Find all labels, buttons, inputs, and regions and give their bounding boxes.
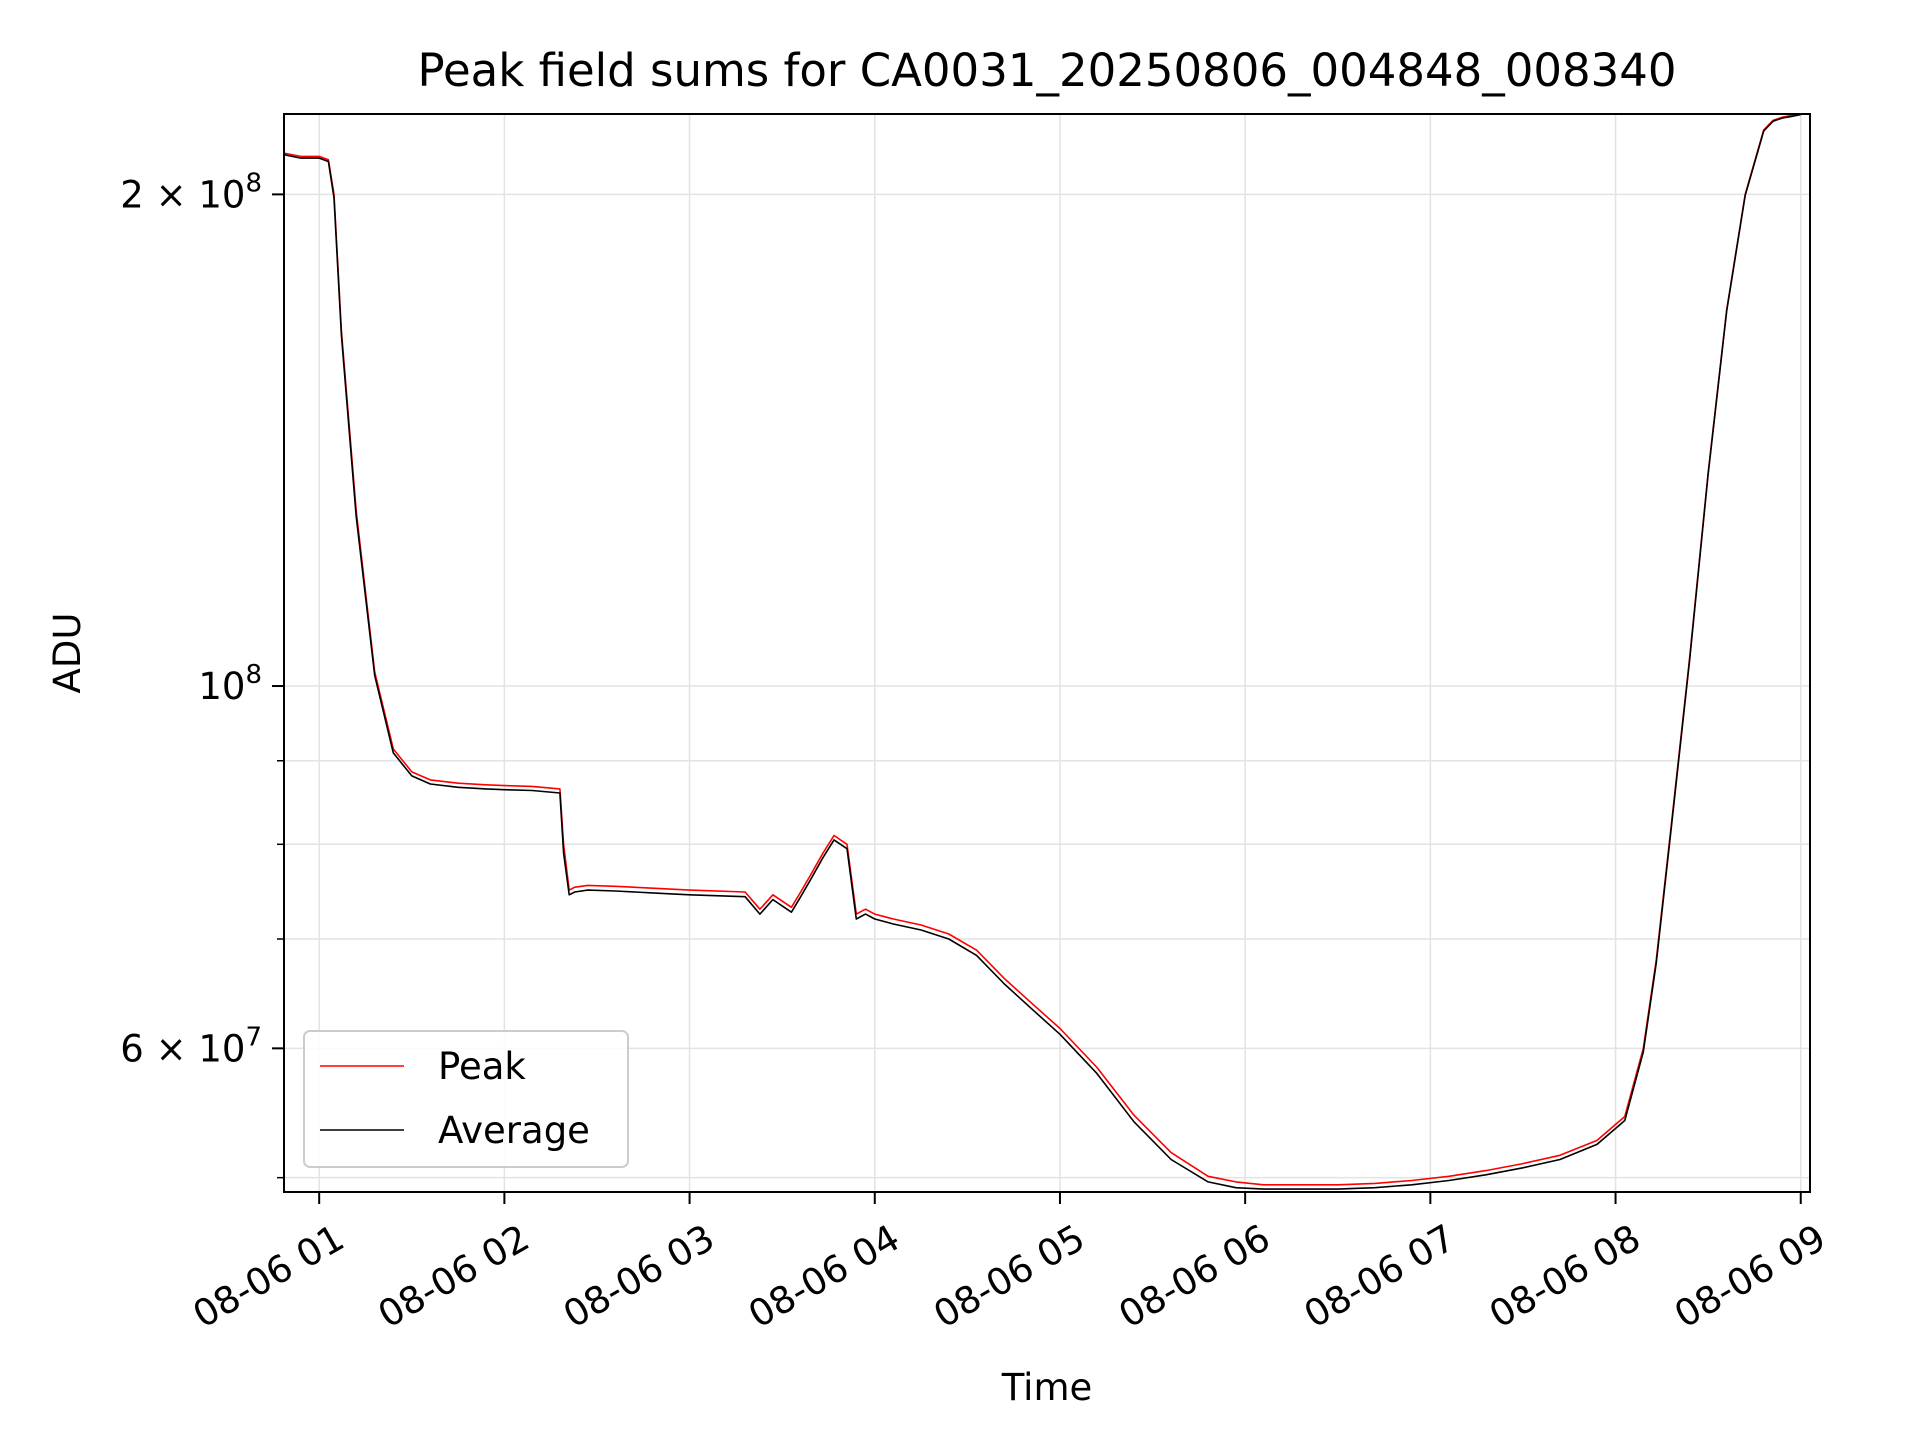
legend-box <box>303 1030 629 1168</box>
y-tick-label: 6 × 107 <box>120 1022 262 1070</box>
grid <box>284 114 1810 1192</box>
y-tick-label: 2 × 108 <box>120 168 262 216</box>
series-line-peak <box>284 114 1801 1186</box>
y-axis: 6 × 107 108 2 × 108 <box>120 168 284 1179</box>
chart-title: Peak field sums for CA0031_20250806_0048… <box>417 44 1676 97</box>
y-tick-label: 108 <box>198 660 262 708</box>
plot-frame <box>283 113 1811 1193</box>
legend-average-label: Average <box>438 1109 590 1152</box>
legend-peak-label: Peak <box>438 1045 526 1088</box>
y-axis-label: ADU <box>46 613 89 694</box>
series-lines <box>284 114 1801 1190</box>
x-axis-label: Time <box>1001 1366 1093 1409</box>
legend: Peak Average <box>303 1030 629 1168</box>
series-line-average <box>284 114 1801 1190</box>
